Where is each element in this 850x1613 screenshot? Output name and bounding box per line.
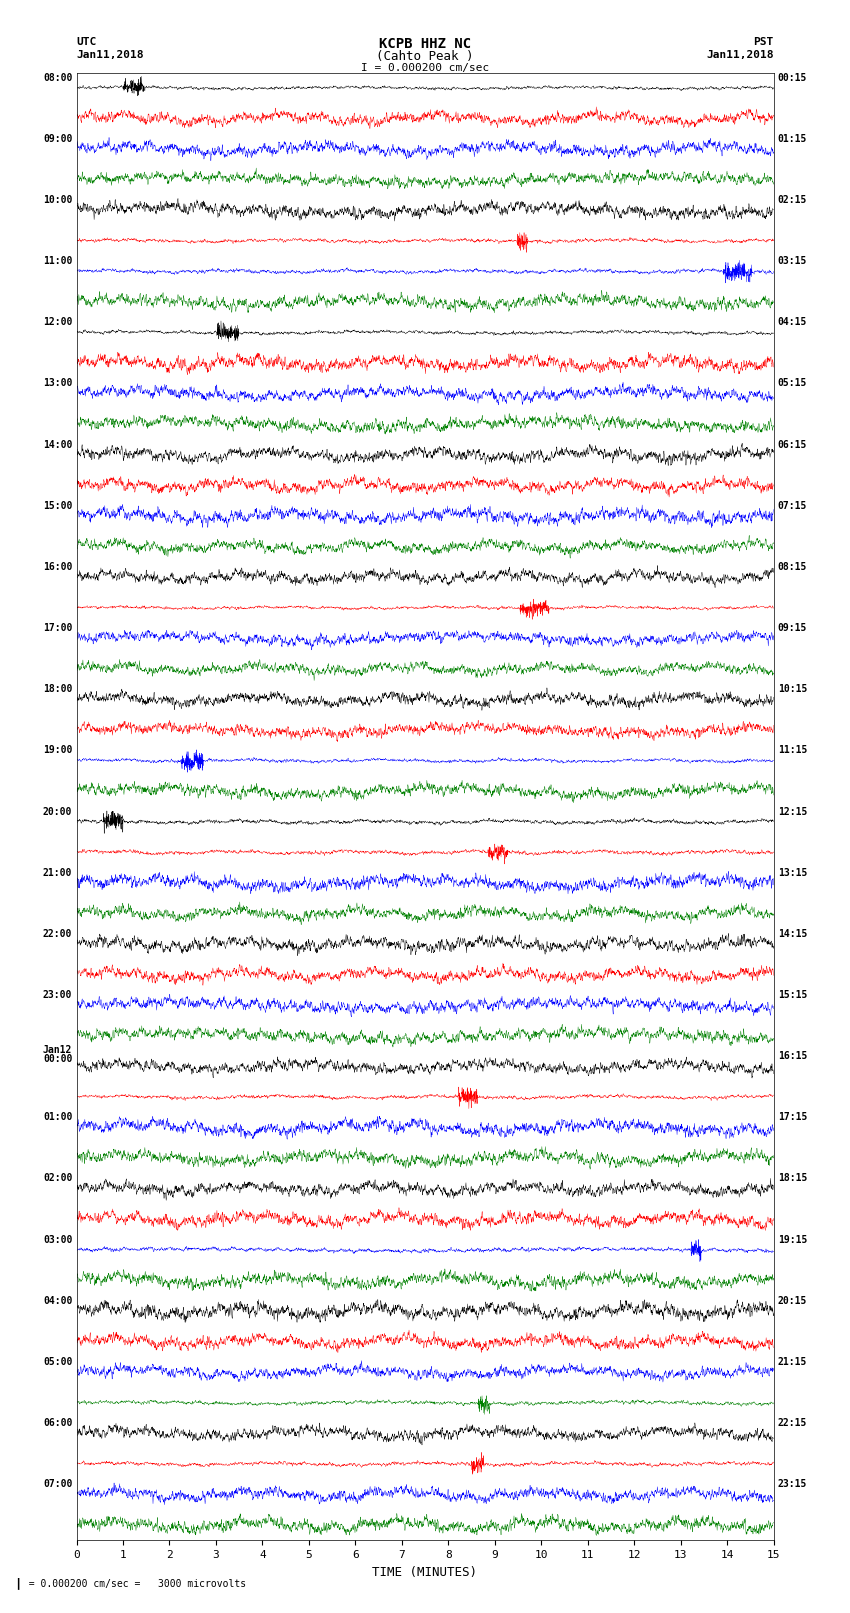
Text: 10:00: 10:00 (42, 195, 72, 205)
Text: 06:00: 06:00 (42, 1418, 72, 1428)
Text: 09:15: 09:15 (778, 623, 807, 632)
Text: 07:15: 07:15 (778, 500, 807, 511)
Text: ▎ = 0.000200 cm/sec =   3000 microvolts: ▎ = 0.000200 cm/sec = 3000 microvolts (17, 1578, 246, 1589)
Text: 13:15: 13:15 (778, 868, 807, 877)
Text: 14:00: 14:00 (42, 440, 72, 450)
Text: 02:15: 02:15 (778, 195, 807, 205)
Text: 22:00: 22:00 (42, 929, 72, 939)
Text: 07:00: 07:00 (42, 1479, 72, 1489)
Text: 15:15: 15:15 (778, 990, 807, 1000)
Text: 02:00: 02:00 (42, 1174, 72, 1184)
Text: 13:00: 13:00 (42, 379, 72, 389)
Text: 12:00: 12:00 (42, 318, 72, 327)
Text: 11:15: 11:15 (778, 745, 807, 755)
Text: Jan11,2018: Jan11,2018 (76, 50, 144, 60)
Text: 05:15: 05:15 (778, 379, 807, 389)
X-axis label: TIME (MINUTES): TIME (MINUTES) (372, 1566, 478, 1579)
Text: 03:15: 03:15 (778, 256, 807, 266)
Text: 08:00: 08:00 (42, 73, 72, 82)
Text: 10:15: 10:15 (778, 684, 807, 694)
Text: 00:00: 00:00 (42, 1055, 72, 1065)
Text: 03:00: 03:00 (42, 1234, 72, 1245)
Text: 01:15: 01:15 (778, 134, 807, 144)
Text: Jan12: Jan12 (42, 1045, 72, 1055)
Text: 05:00: 05:00 (42, 1357, 72, 1366)
Text: 22:15: 22:15 (778, 1418, 807, 1428)
Text: 09:00: 09:00 (42, 134, 72, 144)
Text: 04:00: 04:00 (42, 1295, 72, 1307)
Text: PST: PST (753, 37, 774, 47)
Text: 23:00: 23:00 (42, 990, 72, 1000)
Text: 21:00: 21:00 (42, 868, 72, 877)
Text: 16:00: 16:00 (42, 561, 72, 573)
Text: Jan11,2018: Jan11,2018 (706, 50, 774, 60)
Text: 20:00: 20:00 (42, 806, 72, 816)
Text: (Cahto Peak ): (Cahto Peak ) (377, 50, 473, 63)
Text: 19:15: 19:15 (778, 1234, 807, 1245)
Text: I = 0.000200 cm/sec: I = 0.000200 cm/sec (361, 63, 489, 73)
Text: 19:00: 19:00 (42, 745, 72, 755)
Text: 01:00: 01:00 (42, 1113, 72, 1123)
Text: UTC: UTC (76, 37, 97, 47)
Text: 14:15: 14:15 (778, 929, 807, 939)
Text: 12:15: 12:15 (778, 806, 807, 816)
Text: 11:00: 11:00 (42, 256, 72, 266)
Text: KCPB HHZ NC: KCPB HHZ NC (379, 37, 471, 52)
Text: 00:15: 00:15 (778, 73, 807, 82)
Text: 17:15: 17:15 (778, 1113, 807, 1123)
Text: 16:15: 16:15 (778, 1052, 807, 1061)
Text: 15:00: 15:00 (42, 500, 72, 511)
Text: 18:00: 18:00 (42, 684, 72, 694)
Text: 23:15: 23:15 (778, 1479, 807, 1489)
Text: 08:15: 08:15 (778, 561, 807, 573)
Text: 17:00: 17:00 (42, 623, 72, 632)
Text: 06:15: 06:15 (778, 440, 807, 450)
Text: 18:15: 18:15 (778, 1174, 807, 1184)
Text: 21:15: 21:15 (778, 1357, 807, 1366)
Text: 20:15: 20:15 (778, 1295, 807, 1307)
Text: 04:15: 04:15 (778, 318, 807, 327)
